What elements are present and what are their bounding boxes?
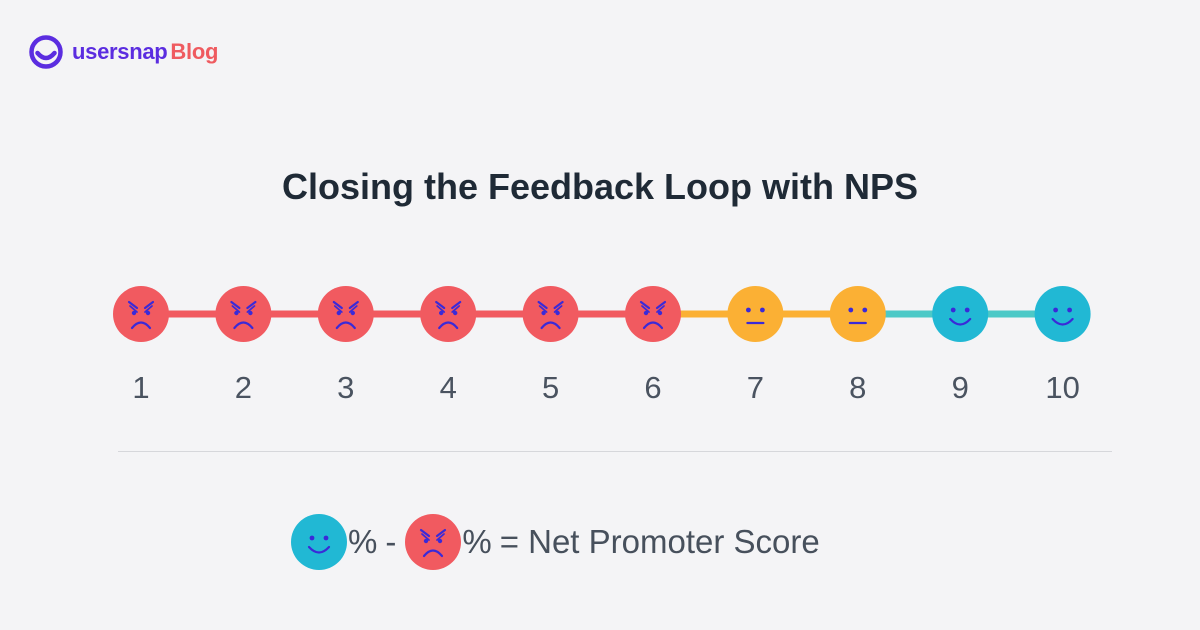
nps-formula: % - % = Net Promoter Score [290,512,820,572]
scale-number: 10 [1045,370,1079,405]
minus-sign: - [385,523,397,560]
scale-number: 3 [337,370,354,405]
scale-number: 9 [952,370,969,405]
promoter-percent: % [348,523,378,560]
passive-face-icon [829,286,886,342]
detractor-face-icon [405,514,462,570]
brand-blog-label: Blog [170,39,219,64]
passive-face-icon [727,286,784,342]
detractor-percent: % [462,523,492,560]
promoter-face [291,514,347,570]
scale-number: 1 [132,370,149,405]
detractor-face-icon [317,286,374,342]
scale-number: 6 [644,370,661,405]
page-title: Closing the Feedback Loop with NPS [281,166,919,207]
scale-number: 4 [440,370,457,405]
nps-scale: 1 2 3 4 5 6 7 8 9 10 [0,280,1200,420]
promoter-face-icon [1034,286,1091,342]
scale-number: 2 [235,370,252,405]
scale-number: 5 [542,370,559,405]
brand-name: usersnap [72,39,168,64]
scale-number: 7 [747,370,764,405]
promoter-face-icon [932,286,989,342]
detractor-face-icon [215,286,272,342]
promoter-face-icon [291,514,347,570]
nps-scale-graphic: 1 2 3 4 5 6 7 8 9 10 [113,286,1091,405]
equals-net-promoter-score: = Net Promoter Score [499,523,820,560]
detractor-face [405,514,462,570]
detractor-face-icon [113,286,169,342]
detractor-face-icon [420,286,477,342]
detractor-face-icon [625,286,681,342]
scale-number: 8 [849,370,866,405]
detractor-face-icon [522,286,579,342]
divider [118,451,1112,452]
usersnap-logo-icon [29,35,63,69]
brand-logo-lockup[interactable]: usersnap Blog [28,34,218,70]
